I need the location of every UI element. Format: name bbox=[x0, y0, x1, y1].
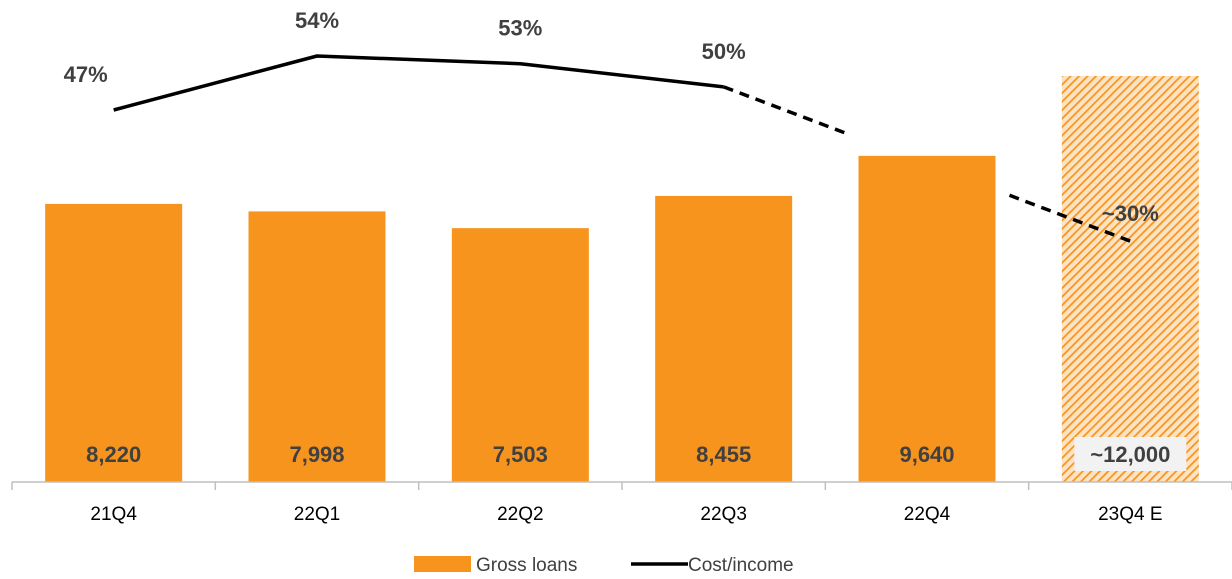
bar-22Q2 bbox=[451, 228, 589, 482]
line-value-label: 50% bbox=[702, 39, 746, 64]
bar-22Q4 bbox=[858, 155, 996, 482]
x-tick-label: 23Q4 E bbox=[1098, 504, 1162, 525]
x-tick-label: 22Q4 bbox=[904, 504, 951, 525]
x-axis: 21Q4 22Q1 22Q2 22Q3 22Q4 23Q4 E bbox=[11, 481, 1232, 525]
bar-22Q3 bbox=[655, 195, 793, 483]
bar-value-label: ~12,000 bbox=[1090, 442, 1170, 467]
line-value-label: 53% bbox=[498, 16, 542, 41]
bar-label-background bbox=[1074, 437, 1187, 471]
cost-income-line-projection bbox=[723, 85, 846, 135]
legend-label-cost-income: Cost/income bbox=[688, 555, 794, 576]
line-value-label: 47% bbox=[64, 62, 108, 87]
bar-value-label: 7,503 bbox=[493, 442, 548, 467]
bar-value-label: 9,640 bbox=[899, 442, 954, 467]
line-value-label: ~30% bbox=[1102, 201, 1159, 226]
cost-income-line-projection bbox=[1008, 193, 1131, 243]
x-tick-label: 22Q3 bbox=[700, 504, 746, 525]
legend-label-gross-loans: Gross loans bbox=[476, 555, 577, 576]
legend: Gross loans Cost/income bbox=[414, 555, 794, 576]
bar-value-label: 8,455 bbox=[696, 442, 751, 467]
bar-23Q4 E bbox=[1061, 76, 1199, 482]
line-series: 47% 54% 53% 50% ~30% bbox=[64, 8, 1159, 243]
bar-series: 8,220 7,998 7,503 8,455 9,640 ~12,000 bbox=[45, 76, 1199, 483]
x-tick-label: 21Q4 bbox=[90, 504, 137, 525]
bar-value-label: 7,998 bbox=[289, 442, 344, 467]
bar-22Q1 bbox=[248, 211, 386, 482]
bar-value-label: 8,220 bbox=[86, 442, 141, 467]
x-tick-label: 22Q1 bbox=[294, 504, 340, 525]
line-value-label: 54% bbox=[295, 8, 339, 33]
cost-income-line-actual bbox=[113, 54, 724, 112]
bar-21Q4 bbox=[45, 203, 183, 482]
x-tick-label: 22Q2 bbox=[497, 504, 543, 525]
legend-swatch-gross-loans bbox=[414, 556, 471, 572]
